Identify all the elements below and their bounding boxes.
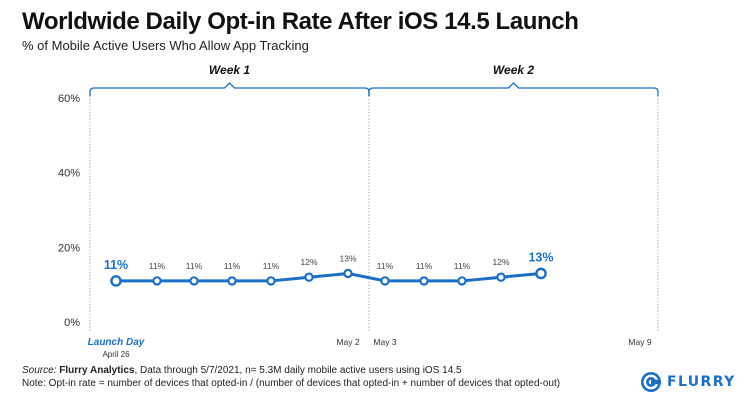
data-label: 12%	[492, 257, 509, 267]
data-label: 11%	[186, 261, 203, 271]
data-label: 12%	[300, 257, 317, 267]
x-label-launch-day: Launch Day	[88, 337, 145, 348]
source-label: Source:	[22, 365, 57, 376]
chart-title: Worldwide Daily Opt-in Rate After iOS 14…	[22, 8, 579, 35]
footer: Source: Flurry Analytics, Data through 5…	[22, 364, 560, 390]
data-point	[110, 275, 122, 287]
chart-subtitle: % of Mobile Active Users Who Allow App T…	[22, 38, 309, 53]
data-point	[496, 272, 506, 282]
y-tick-label: 40%	[58, 168, 80, 180]
data-label: 11%	[416, 261, 433, 271]
week-label: Week 2	[493, 63, 534, 77]
x-label-may-9: May 9	[628, 337, 651, 347]
data-label: 13%	[339, 253, 356, 263]
series-line	[116, 271, 542, 283]
y-tick-label: 60%	[58, 93, 80, 105]
flurry-logo-text: FLURRY	[667, 374, 736, 390]
week-bracket	[89, 82, 370, 96]
data-point	[419, 276, 429, 286]
data-point	[457, 276, 467, 286]
x-label-launch-date: April 26	[102, 350, 130, 359]
flurry-logo: FLURRY	[640, 371, 736, 393]
data-label-highlight: 13%	[528, 250, 553, 264]
data-label: 11%	[454, 261, 471, 271]
data-point	[227, 276, 237, 286]
data-point	[152, 276, 162, 286]
source-line: Source: Flurry Analytics, Data through 5…	[22, 364, 560, 377]
y-tick-label: 20%	[58, 242, 80, 254]
data-point	[343, 268, 353, 279]
data-point	[535, 267, 547, 280]
data-point	[189, 276, 199, 286]
data-point	[266, 276, 276, 286]
data-label: 11%	[377, 261, 394, 271]
x-label-may-3: May 3	[373, 337, 396, 347]
footnote: Note: Opt-in rate = number of devices th…	[22, 378, 561, 389]
source-name: Flurry Analytics	[59, 365, 135, 376]
flurry-logo-icon	[641, 372, 661, 392]
y-tick-label: 0%	[64, 317, 80, 329]
data-label: 11%	[224, 261, 241, 271]
week-bracket	[368, 82, 659, 96]
week-label: Week 1	[209, 63, 250, 77]
x-label-may-2: May 2	[336, 337, 359, 347]
source-details: , Data through 5/7/2021, n= 5.3M daily m…	[134, 365, 462, 376]
data-label-highlight: 11%	[104, 258, 128, 272]
data-point	[380, 276, 390, 286]
data-point	[304, 272, 314, 282]
data-label: 11%	[149, 261, 166, 271]
data-label: 11%	[263, 261, 280, 271]
